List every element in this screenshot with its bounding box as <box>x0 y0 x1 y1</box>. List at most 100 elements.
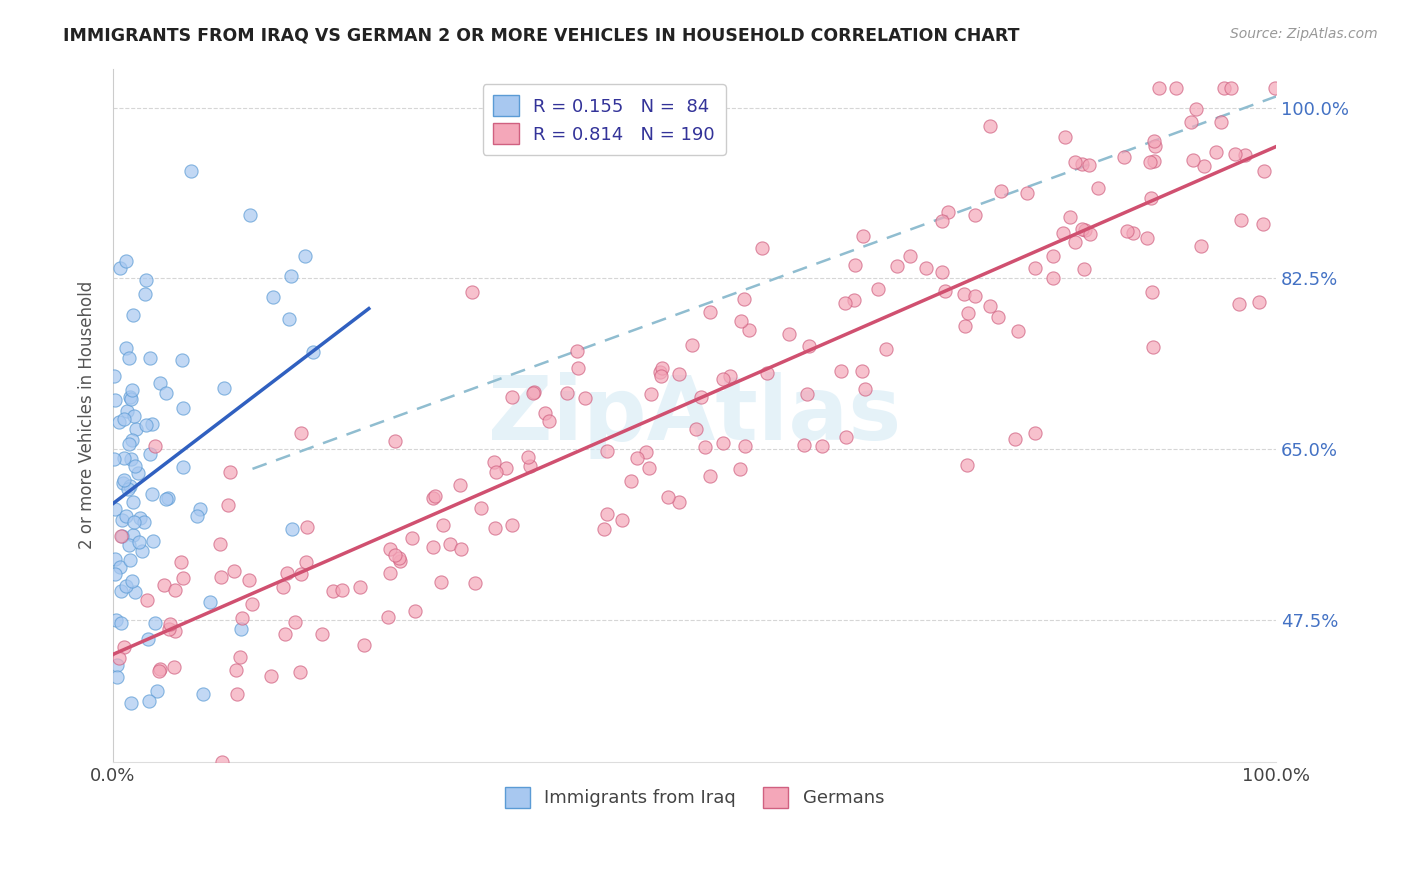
Point <box>1024 425 1046 440</box>
Point <box>866 282 889 296</box>
Point <box>380 541 402 556</box>
Point <box>1024 260 1046 275</box>
Point <box>149 662 172 676</box>
Point <box>104 613 127 627</box>
Point <box>534 406 557 420</box>
Point <box>260 668 283 682</box>
Point <box>353 638 375 652</box>
Point <box>1149 81 1171 95</box>
Point <box>852 229 875 244</box>
Point <box>169 555 191 569</box>
Point <box>501 390 523 404</box>
Point <box>229 649 252 664</box>
Point <box>155 386 177 401</box>
Point <box>117 538 139 552</box>
Point <box>110 584 132 599</box>
Point <box>273 580 295 594</box>
Point <box>519 458 541 473</box>
Point <box>108 560 131 574</box>
Point <box>979 299 1001 313</box>
Point <box>955 319 977 334</box>
Point <box>979 120 1001 134</box>
Point <box>485 465 508 479</box>
Point <box>172 459 194 474</box>
Point <box>620 474 643 488</box>
Point <box>733 293 755 307</box>
Point <box>1229 213 1251 227</box>
Point <box>107 415 129 429</box>
Point <box>111 513 134 527</box>
Point <box>1074 222 1097 236</box>
Point <box>377 610 399 624</box>
Point <box>596 507 619 521</box>
Point <box>157 622 180 636</box>
Point <box>165 624 187 639</box>
Point <box>108 651 131 665</box>
Point <box>830 363 852 377</box>
Point <box>567 361 589 376</box>
Point <box>963 288 986 302</box>
Point <box>295 520 318 534</box>
Point <box>118 351 141 366</box>
Point <box>886 260 908 274</box>
Point <box>135 273 157 287</box>
Point <box>738 324 761 338</box>
Text: IMMIGRANTS FROM IRAQ VS GERMAN 2 OR MORE VEHICLES IN HOUSEHOLD CORRELATION CHART: IMMIGRANTS FROM IRAQ VS GERMAN 2 OR MORE… <box>63 27 1019 45</box>
Point <box>834 296 856 310</box>
Point <box>311 627 333 641</box>
Point <box>1180 114 1202 128</box>
Point <box>384 549 406 563</box>
Point <box>1140 191 1163 205</box>
Point <box>484 521 506 535</box>
Point <box>650 369 672 384</box>
Point <box>105 658 128 673</box>
Point <box>149 376 172 390</box>
Point <box>131 544 153 558</box>
Point <box>193 687 215 701</box>
Point <box>120 553 142 567</box>
Point <box>1223 147 1246 161</box>
Point <box>842 293 865 307</box>
Point <box>1234 148 1257 162</box>
Point <box>388 551 411 566</box>
Point <box>640 387 662 401</box>
Point <box>1143 139 1166 153</box>
Point <box>276 566 298 581</box>
Point <box>217 498 239 512</box>
Point <box>115 341 138 355</box>
Point <box>1139 155 1161 169</box>
Point <box>1143 134 1166 148</box>
Point <box>280 268 302 283</box>
Point <box>990 184 1012 198</box>
Point <box>120 451 142 466</box>
Point <box>464 576 486 591</box>
Point <box>1007 324 1029 338</box>
Point <box>262 290 284 304</box>
Point <box>122 495 145 509</box>
Point <box>401 531 423 545</box>
Point <box>450 542 472 557</box>
Point <box>121 384 143 398</box>
Point <box>124 409 146 423</box>
Point <box>188 502 211 516</box>
Point <box>931 214 953 228</box>
Point <box>165 582 187 597</box>
Point <box>1087 181 1109 195</box>
Point <box>595 444 617 458</box>
Point <box>430 574 453 589</box>
Point <box>180 163 202 178</box>
Point <box>651 360 673 375</box>
Point <box>288 665 311 679</box>
Point <box>104 552 127 566</box>
Point <box>114 254 136 268</box>
Point <box>1059 210 1081 224</box>
Point <box>231 610 253 624</box>
Point <box>934 284 956 298</box>
Point <box>148 664 170 678</box>
Point <box>124 516 146 530</box>
Point <box>648 365 671 379</box>
Point <box>693 440 716 454</box>
Point <box>634 445 657 459</box>
Point <box>778 326 800 341</box>
Point <box>423 489 446 503</box>
